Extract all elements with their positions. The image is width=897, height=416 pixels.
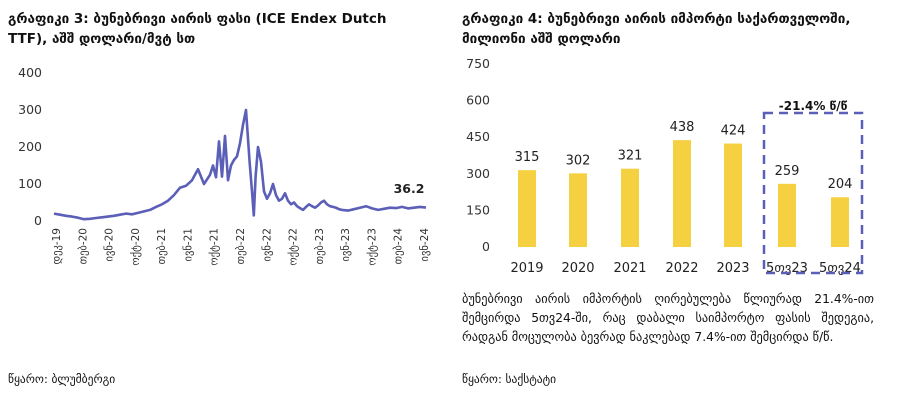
x-tick-label: ოქტ-23 xyxy=(366,228,378,266)
bar xyxy=(518,170,536,247)
y-tick-label: 200 xyxy=(18,139,42,154)
x-tick-label: თებ-23 xyxy=(314,228,326,264)
bar xyxy=(778,183,796,247)
bar-value-label: 204 xyxy=(828,177,853,192)
bar-value-label: 259 xyxy=(775,164,800,179)
x-tick-label: ივნ-23 xyxy=(340,228,352,261)
x-tick-label: თებ-21 xyxy=(156,228,168,264)
x-tick-label: ოქტ-22 xyxy=(288,228,300,266)
category-label: 2021 xyxy=(613,261,646,276)
category-label: 2023 xyxy=(716,261,749,276)
y-tick-label: 0 xyxy=(34,213,42,228)
left-chart-title: გრაფიკი 3: ბუნებრივი აირის ფასი (ICE End… xyxy=(8,11,387,47)
bar-value-label: 438 xyxy=(670,120,695,135)
x-tick-label: თებ-20 xyxy=(77,228,89,264)
y-tick-label: 0 xyxy=(482,239,490,254)
y-tick-label: 150 xyxy=(466,202,490,217)
category-label: 2022 xyxy=(665,261,698,276)
bar xyxy=(673,140,691,247)
bar xyxy=(569,173,587,247)
x-tick-label: ივნ-20 xyxy=(104,228,116,261)
gas-price-line-chart: 0 100 200 300 400 დეკ-19 თებ-20 ივნ-20 ოქტ-20 თებ… xyxy=(18,65,431,266)
category-label: 2019 xyxy=(510,261,543,276)
x-tick-label: ივნ-21 xyxy=(182,228,194,261)
x-tick-label: ივნ-24 xyxy=(419,228,431,262)
x-tick-label: თებ-22 xyxy=(235,228,247,264)
left-source: წყარო: ბლუმბერგი xyxy=(8,372,116,386)
y-tick-label: 400 xyxy=(18,65,42,80)
x-tick-label: დეკ-19 xyxy=(51,228,63,264)
bar xyxy=(724,143,742,247)
y-tick-label: 300 xyxy=(18,102,42,117)
import-commentary: ბუნებრივი აირის იმპორტის ღირებულება წლიუ… xyxy=(462,292,874,344)
y-tick-label: 100 xyxy=(18,176,42,191)
highlight-box xyxy=(762,111,864,275)
y-tick-label: 450 xyxy=(466,129,490,144)
bar xyxy=(831,197,849,247)
annotation-label: -21.4% წ/წ xyxy=(779,99,848,113)
y-tick-label: 300 xyxy=(466,166,490,181)
right-chart-title: გრაფიკი 4: ბუნებრივი აირის იმპორტი საქარ… xyxy=(462,11,851,47)
gas-import-bar-chart: 0 150 300 450 600 750 315 2019 302 2020 321 2021 438… xyxy=(466,56,864,276)
y-tick-label: 600 xyxy=(466,93,490,108)
price-line xyxy=(53,108,427,221)
bar-value-label: 424 xyxy=(721,124,746,139)
x-tick-label: ოქტ-20 xyxy=(130,228,142,266)
x-tick-label: თებ-24 xyxy=(393,228,405,265)
x-tick-label: ივნ-22 xyxy=(261,228,273,261)
bar-value-label: 302 xyxy=(566,153,591,168)
category-label: 2020 xyxy=(561,261,594,276)
category-label: 5თვ24 xyxy=(819,261,861,276)
y-tick-label: 750 xyxy=(466,56,490,71)
bar-value-label: 315 xyxy=(515,150,540,165)
x-tick-label: ოქტ-21 xyxy=(209,228,221,266)
right-source: წყარო: საქსტატი xyxy=(462,372,557,386)
end-value-label: 36.2 xyxy=(394,181,425,196)
bar xyxy=(621,168,639,247)
bar-value-label: 321 xyxy=(618,149,643,164)
